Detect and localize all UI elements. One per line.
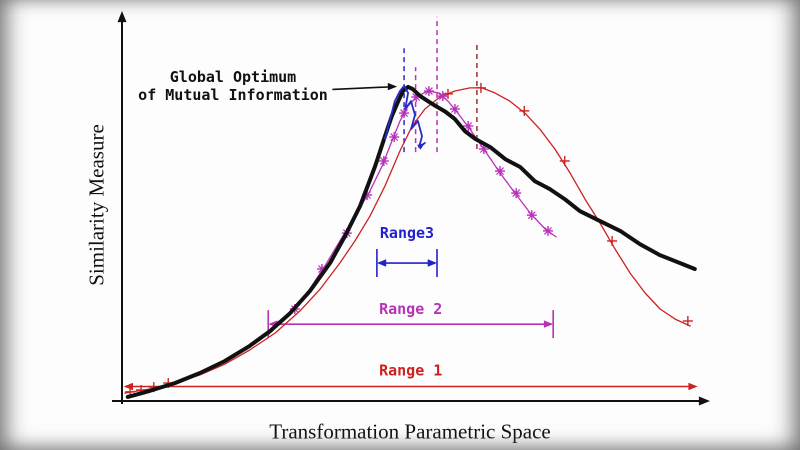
annotation-line1: Global Optimum (170, 68, 296, 86)
asterisk-marker (544, 226, 552, 235)
x-axis-arrowhead (698, 396, 710, 406)
range-left-arrowhead (123, 382, 133, 391)
range-left-arrowhead (376, 259, 387, 267)
asterisk-marker (400, 109, 408, 118)
asterisk-marker (390, 133, 399, 141)
annotation-arrow-line (332, 85, 396, 91)
blue-fine-range-curve (384, 85, 426, 149)
asterisk-marker (379, 157, 388, 165)
range-label: Range3 (380, 224, 434, 242)
asterisk-marker (451, 105, 459, 113)
blue-curve-arrowhead (417, 143, 425, 150)
annotation-arrowhead (387, 82, 398, 91)
asterisk-marker (424, 87, 433, 95)
range-right-arrowhead (688, 382, 698, 391)
black-similarity-curve (125, 84, 697, 399)
range-label: Range 1 (379, 362, 442, 380)
y-axis-arrowhead (117, 11, 127, 23)
asterisk-marker (318, 265, 326, 273)
x-axis-label: Transformation Parametric Space (269, 419, 551, 444)
range-right-arrowhead (427, 259, 438, 267)
annotation-line2: of Mutual Information (138, 86, 328, 104)
asterisk-marker (527, 211, 536, 220)
asterisk-marker (438, 92, 447, 101)
asterisk-marker (496, 167, 504, 175)
range-right-arrowhead (543, 320, 554, 328)
asterisk-marker (464, 122, 473, 130)
range-label: Range 2 (379, 300, 442, 318)
asterisk-marker (512, 189, 521, 198)
y-axis-label: Similarity Measure (84, 124, 109, 286)
